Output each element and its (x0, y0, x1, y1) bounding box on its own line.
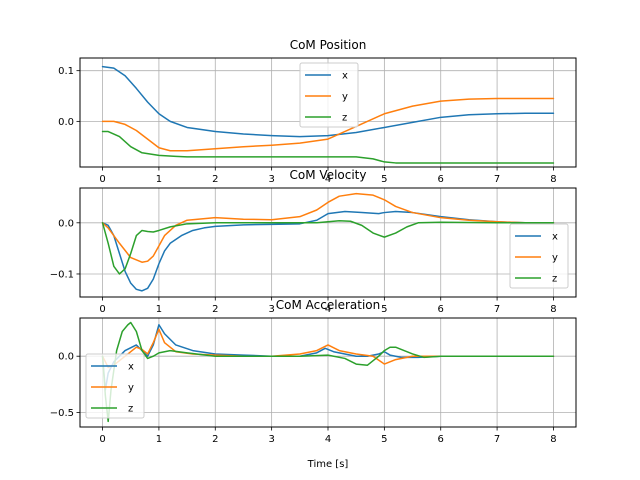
velocity-xtick-label: 3 (268, 304, 274, 315)
acceleration-xtick-label: 6 (438, 434, 444, 445)
time-axis-label: Time [s] (307, 459, 349, 470)
position-xtick-label: 8 (550, 174, 556, 185)
velocity-legend-z-label: z (552, 274, 557, 285)
velocity-ytick-label: −0.1 (50, 269, 74, 280)
acceleration-legend: xyz (86, 354, 144, 418)
velocity-xtick-label: 7 (494, 304, 500, 315)
velocity-xtick-label: 2 (212, 304, 218, 315)
position-title: CoM Position (290, 38, 367, 52)
acceleration-legend-z-label: z (128, 404, 133, 415)
acceleration-ytick-label: −0.5 (50, 408, 74, 419)
acceleration-xtick-label: 7 (494, 434, 500, 445)
acceleration-xtick-label: 8 (550, 434, 556, 445)
position-xtick-label: 3 (268, 174, 274, 185)
position-xtick-label: 6 (438, 174, 444, 185)
velocity-ytick-label: 0.0 (58, 218, 74, 229)
position-xtick-label: 2 (212, 174, 218, 185)
position-xtick-label: 0 (99, 174, 105, 185)
acceleration-legend-y-label: y (128, 383, 134, 394)
acceleration-title: CoM Acceleration (276, 298, 380, 312)
acceleration-xtick-label: 4 (325, 434, 331, 445)
acceleration-xtick-label: 3 (268, 434, 274, 445)
position-legend-z-label: z (342, 113, 347, 124)
acceleration-legend-x-label: x (128, 362, 134, 373)
position-legend-y-label: y (342, 92, 348, 103)
velocity-xtick-label: 8 (550, 304, 556, 315)
velocity-xtick-label: 1 (156, 304, 162, 315)
position-ytick-label: 0.0 (58, 117, 74, 128)
velocity-legend-y-label: y (552, 253, 558, 264)
acceleration-xtick-label: 0 (99, 434, 105, 445)
acceleration-xtick-label: 2 (212, 434, 218, 445)
position-legend: xyz (300, 63, 358, 127)
position-legend-x-label: x (342, 71, 348, 82)
acceleration-xtick-label: 5 (381, 434, 387, 445)
acceleration-xtick-label: 1 (156, 434, 162, 445)
velocity-xtick-label: 0 (99, 304, 105, 315)
velocity-legend-x-label: x (552, 232, 558, 243)
position-ytick-label: 0.1 (58, 66, 74, 77)
position-xtick-label: 1 (156, 174, 162, 185)
velocity-xtick-label: 5 (381, 304, 387, 315)
velocity-title: CoM Velocity (290, 168, 367, 182)
position-xtick-label: 7 (494, 174, 500, 185)
velocity-xtick-label: 6 (438, 304, 444, 315)
velocity-legend: xyz (510, 224, 568, 288)
position-xtick-label: 5 (381, 174, 387, 185)
acceleration-ytick-label: 0.0 (58, 352, 74, 363)
